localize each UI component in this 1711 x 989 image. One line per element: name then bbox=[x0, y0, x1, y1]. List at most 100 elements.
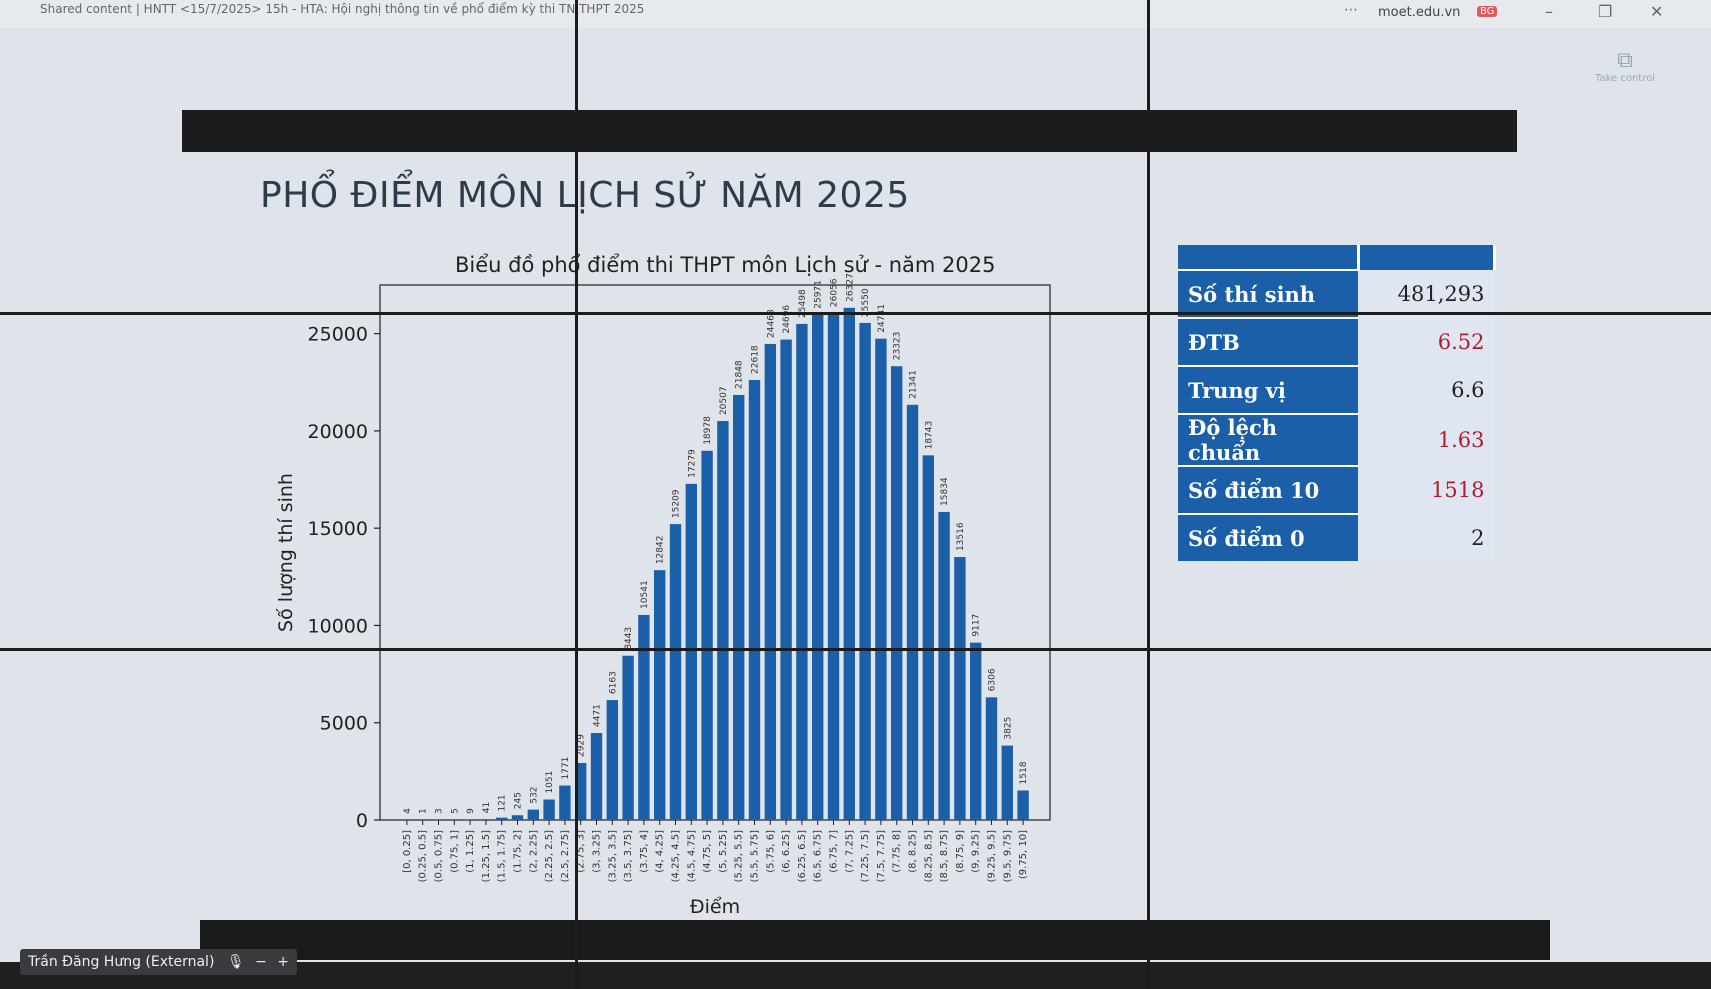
data-label: 4471 bbox=[593, 704, 603, 727]
x-tick-label: (7, 7.25] bbox=[844, 830, 855, 873]
zoom-in-icon[interactable]: + bbox=[277, 954, 290, 970]
data-label: 245 bbox=[514, 792, 524, 809]
bar bbox=[1001, 745, 1013, 820]
data-label: 1518 bbox=[1019, 761, 1029, 784]
data-label: 1 bbox=[419, 808, 429, 814]
data-label: 2929 bbox=[577, 734, 587, 757]
stats-label: Độ lệch chuẩn bbox=[1178, 413, 1358, 466]
stats-row: Trung vị 6.6 bbox=[1178, 365, 1495, 414]
bar bbox=[717, 421, 729, 820]
x-tick-label: (5, 5.25] bbox=[718, 830, 729, 873]
x-tick-label: (6.5, 6.75] bbox=[813, 830, 824, 882]
y-tick-label: 5000 bbox=[320, 713, 368, 735]
bar bbox=[859, 322, 871, 820]
bar bbox=[922, 455, 934, 820]
y-tick-label: 20000 bbox=[308, 421, 368, 443]
x-tick-label: (4.75, 5] bbox=[702, 830, 713, 873]
data-label: 17279 bbox=[687, 449, 697, 478]
stats-value: 6.52 bbox=[1358, 318, 1495, 366]
bar bbox=[527, 809, 539, 820]
x-tick-label: (6.25, 6.5] bbox=[797, 830, 808, 882]
x-tick-label: (9.25, 9.5] bbox=[987, 830, 998, 882]
data-label: 25550 bbox=[861, 288, 871, 317]
y-axis-label: Số lượng thí sinh bbox=[275, 473, 297, 632]
bar bbox=[590, 733, 603, 820]
x-tick-label: (8.5, 8.75] bbox=[939, 830, 950, 882]
chart-title: Biểu đồ phổ điểm thi THPT môn Lịch sử - … bbox=[455, 253, 996, 277]
bar bbox=[954, 557, 966, 820]
x-tick-label: (9.5, 9.75] bbox=[1002, 830, 1013, 882]
more-options-icon[interactable]: ⋯ bbox=[1344, 2, 1358, 18]
bar bbox=[654, 570, 666, 820]
bar bbox=[669, 524, 682, 820]
bar bbox=[511, 815, 524, 820]
stats-label: Số điểm 10 bbox=[1178, 465, 1358, 514]
screen-bezel-line bbox=[0, 648, 1711, 651]
site-label: moet.edu.vn bbox=[1378, 5, 1461, 20]
data-label: 25971 bbox=[814, 280, 824, 309]
bar bbox=[606, 700, 618, 820]
avatar[interactable]: BG bbox=[1477, 6, 1498, 17]
stats-header-row bbox=[1178, 245, 1496, 270]
take-control-button[interactable]: ⧉ Take control bbox=[1585, 48, 1665, 84]
x-tick-label: (7.5, 7.75] bbox=[876, 830, 887, 882]
bar bbox=[575, 763, 587, 820]
x-tick-label: (0.5, 0.75] bbox=[434, 830, 445, 882]
data-label: 21848 bbox=[735, 360, 745, 389]
bar bbox=[827, 313, 840, 820]
data-label: 4 bbox=[403, 808, 413, 814]
stats-row: ĐTB 6.52 bbox=[1178, 317, 1495, 366]
data-label: 26056 bbox=[830, 278, 840, 307]
x-tick-label: (4, 4.25] bbox=[655, 830, 666, 873]
bar bbox=[764, 343, 776, 820]
bar bbox=[496, 817, 508, 820]
stats-row: Số điểm 10 1518 bbox=[1178, 465, 1495, 514]
restore-icon[interactable]: ❐ bbox=[1598, 2, 1613, 21]
stats-label: Số thí sinh bbox=[1178, 269, 1358, 318]
bar bbox=[1017, 790, 1029, 820]
bar bbox=[970, 642, 982, 820]
x-tick-label: (9, 9.25] bbox=[971, 830, 982, 873]
bar bbox=[701, 450, 713, 820]
close-icon[interactable]: ✕ bbox=[1650, 2, 1664, 21]
x-tick-label: (7.75, 8] bbox=[892, 830, 903, 873]
data-label: 21341 bbox=[909, 370, 919, 399]
data-label: 6306 bbox=[988, 668, 998, 691]
screen-bezel-line bbox=[1147, 0, 1150, 989]
x-tick-label: (5.25, 5.5] bbox=[734, 830, 745, 882]
data-label: 12842 bbox=[656, 536, 666, 565]
window-title: Shared content | HNTT <15/7/2025> 15h - … bbox=[40, 2, 645, 16]
data-label: 20507 bbox=[719, 386, 729, 415]
page-title: PHỔ ĐIỂM MÔN LỊCH SỬ NĂM 2025 bbox=[260, 175, 910, 216]
x-tick-label: (1.75, 2] bbox=[513, 830, 524, 873]
mic-off-icon[interactable]: 🎙 bbox=[226, 954, 245, 970]
x-tick-label: (5.5, 5.75] bbox=[750, 830, 761, 882]
y-tick-label: 10000 bbox=[308, 615, 368, 637]
presenter-label: Trần Đăng Hưng (External) 🎙 − + bbox=[20, 949, 298, 975]
data-label: 9117 bbox=[972, 614, 982, 637]
screen-bezel-line bbox=[0, 312, 1711, 315]
x-tick-label: (8.75, 9] bbox=[955, 830, 966, 873]
bar bbox=[622, 655, 634, 820]
data-label: 24468 bbox=[766, 309, 776, 338]
stats-row: Độ lệch chuẩn 1.63 bbox=[1178, 413, 1495, 466]
y-tick-label: 15000 bbox=[308, 518, 368, 540]
data-label: 25498 bbox=[798, 289, 808, 318]
data-label: 5 bbox=[450, 808, 460, 814]
zoom-out-icon[interactable]: − bbox=[255, 954, 267, 970]
bar bbox=[891, 366, 903, 820]
data-label: 10541 bbox=[640, 580, 650, 609]
x-tick-label: (8.25, 8.5] bbox=[923, 830, 934, 882]
x-tick-label: (3.5, 3.75] bbox=[623, 830, 634, 882]
stats-label: Trung vị bbox=[1178, 365, 1358, 414]
stats-value: 6.6 bbox=[1358, 366, 1495, 414]
minimize-icon[interactable]: – bbox=[1545, 2, 1553, 21]
x-tick-label: (1.25, 1.5] bbox=[481, 830, 492, 882]
data-label: 9 bbox=[466, 808, 476, 814]
data-label: 532 bbox=[529, 786, 539, 803]
presenter-name: Trần Đăng Hưng (External) bbox=[28, 954, 215, 970]
data-label: 18978 bbox=[703, 416, 713, 445]
bar bbox=[480, 819, 492, 820]
data-label: 121 bbox=[498, 794, 508, 811]
stats-value: 1.63 bbox=[1358, 414, 1495, 466]
